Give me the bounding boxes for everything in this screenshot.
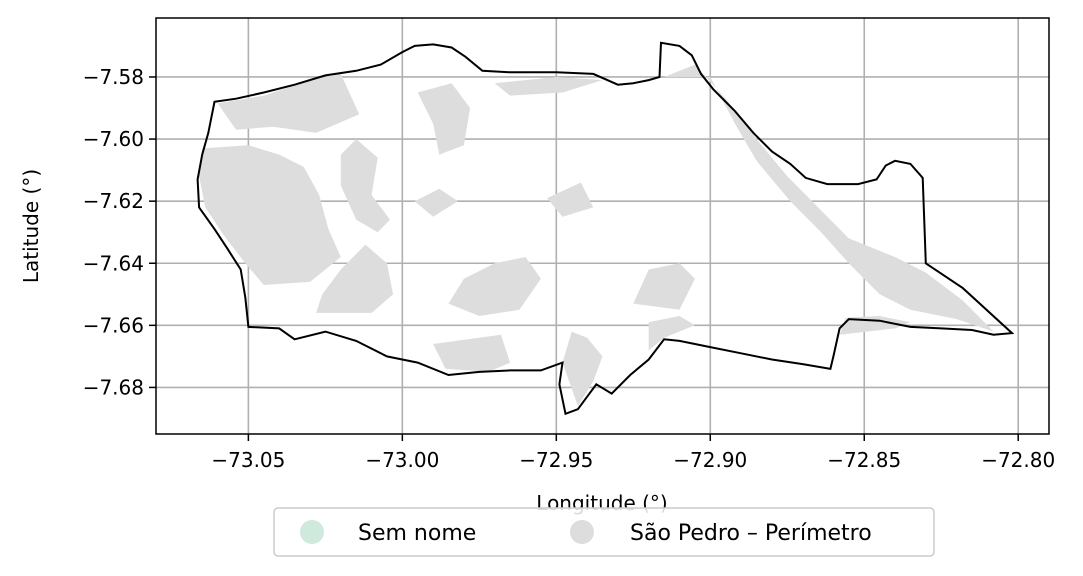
feature-polygon-6 [448, 257, 541, 316]
y-tick-label-1: −7.60 [83, 127, 144, 151]
x-tick-label-3: −72.90 [673, 448, 747, 472]
legend-label-sem-nome: Sem nome [358, 521, 476, 546]
x-axis-ticks: −73.05 −73.00 −72.95 −72.90 −72.85 −72.80 [211, 434, 1055, 472]
legend: Sem nome São Pedro – Perímetro [273, 507, 935, 557]
feature-polygon-12 [839, 316, 911, 335]
map-features [199, 64, 994, 407]
plot-frame [155, 17, 1050, 435]
feature-polygon-0 [217, 73, 360, 133]
legend-label-sao-pedro-perimetro: São Pedro – Perímetro [630, 521, 872, 546]
feature-polygon-14 [414, 188, 458, 217]
y-tick-label-2: −7.62 [83, 189, 144, 213]
legend-swatch-sao-pedro-perimetro [570, 520, 594, 544]
y-tick-label-0: −7.58 [83, 65, 144, 89]
feature-polygon-5 [316, 244, 394, 313]
legend-swatch-sem-nome [300, 520, 324, 544]
feature-polygon-7 [433, 334, 511, 372]
feature-polygon-10 [633, 263, 695, 310]
feature-polygon-11 [664, 64, 994, 332]
y-tick-label-4: −7.66 [83, 313, 144, 337]
feature-polygon-8 [562, 331, 603, 407]
y-axis-ticks: −7.58 −7.60 −7.62 −7.64 −7.66 −7.68 [83, 65, 156, 399]
x-tick-label-0: −73.05 [211, 448, 285, 472]
sao-pedro-perimeter-outline [196, 41, 1015, 416]
x-tick-label-1: −73.00 [365, 448, 439, 472]
legend-box [273, 507, 935, 557]
feature-polygon-9 [648, 316, 695, 351]
feature-polygon-2 [340, 139, 390, 233]
y-tick-label-3: −7.64 [83, 251, 144, 275]
x-tick-label-4: −72.85 [827, 448, 901, 472]
y-axis-title: Latitude (°) [19, 169, 43, 283]
y-tick-label-5: −7.68 [83, 375, 144, 399]
feature-polygon-13 [494, 77, 603, 96]
feature-polygon-3 [417, 83, 471, 155]
x-tick-label-2: −72.95 [519, 448, 593, 472]
feature-polygon-4 [547, 182, 594, 217]
feature-polygon-1 [199, 145, 341, 285]
x-tick-label-5: −72.80 [981, 448, 1055, 472]
